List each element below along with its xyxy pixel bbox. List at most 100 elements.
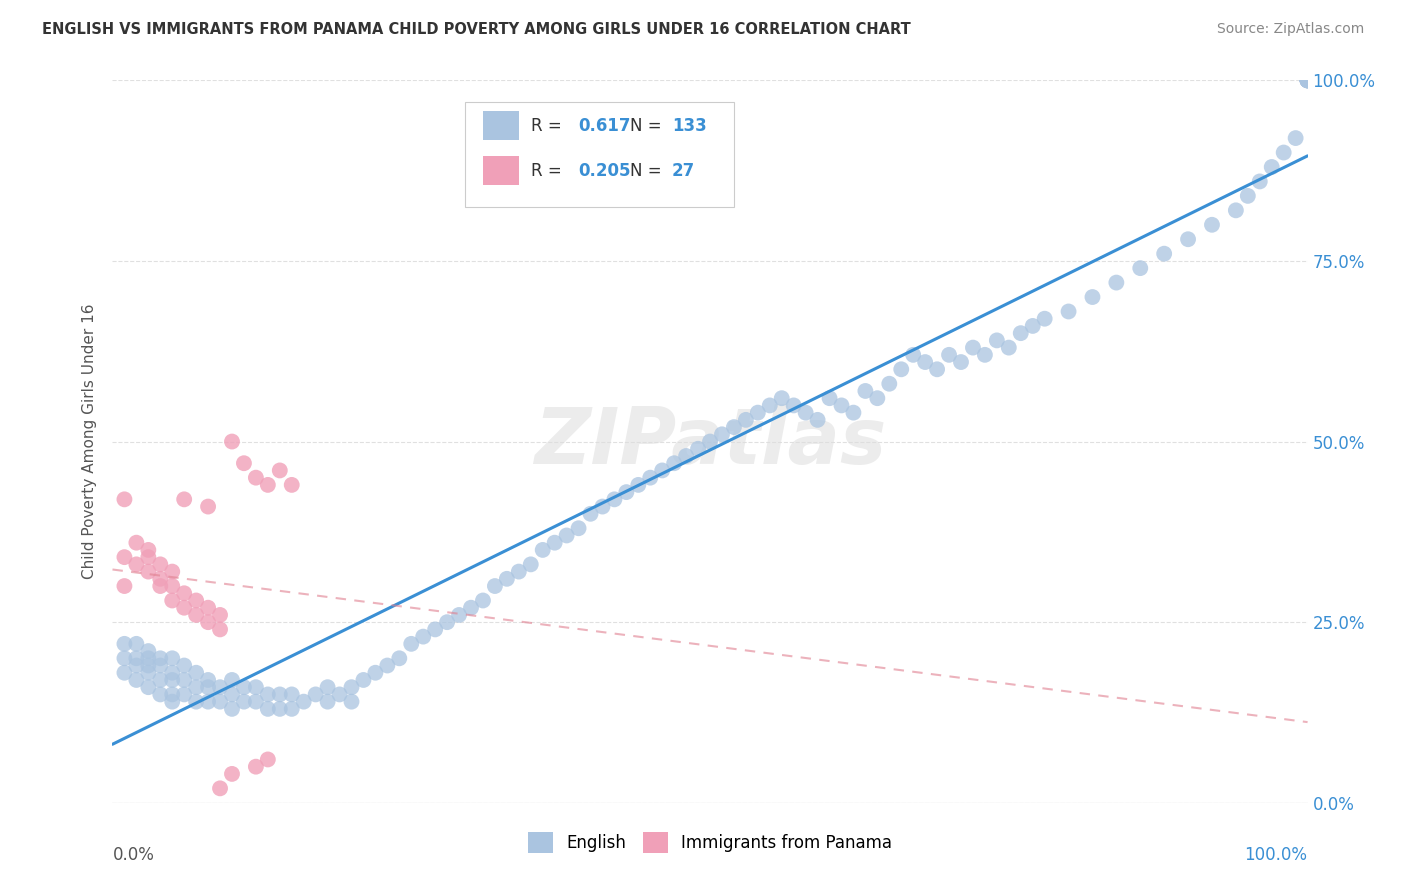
Point <box>866 391 889 405</box>
Text: 0.0%: 0.0% <box>112 847 155 864</box>
Point <box>149 572 172 586</box>
Point <box>245 695 267 709</box>
Point <box>627 478 650 492</box>
Point <box>292 695 315 709</box>
Point <box>1296 73 1319 87</box>
Point <box>938 348 960 362</box>
Point <box>138 651 160 665</box>
FancyBboxPatch shape <box>484 112 519 140</box>
Point <box>807 413 830 427</box>
Text: N =: N = <box>630 161 666 179</box>
Point <box>1177 232 1199 246</box>
Point <box>1081 290 1104 304</box>
Point <box>281 687 304 701</box>
Point <box>651 463 673 477</box>
Point <box>197 615 219 630</box>
Point <box>616 485 638 500</box>
Point <box>173 687 195 701</box>
Point <box>974 348 997 362</box>
Point <box>401 637 423 651</box>
Point <box>138 542 160 557</box>
Text: ZIPatlas: ZIPatlas <box>534 403 886 480</box>
Point <box>1296 73 1319 87</box>
Point <box>425 623 447 637</box>
Point <box>1129 261 1152 276</box>
Point <box>640 470 662 484</box>
Point <box>125 651 148 665</box>
Point <box>1296 73 1319 87</box>
Point <box>555 528 578 542</box>
Point <box>879 376 901 391</box>
Point <box>125 673 148 687</box>
Point <box>412 630 434 644</box>
Point <box>162 565 183 579</box>
Point <box>447 607 470 622</box>
Point <box>186 607 208 622</box>
Point <box>197 673 219 687</box>
Point <box>1201 218 1223 232</box>
Point <box>770 391 793 405</box>
Point <box>472 593 495 607</box>
Point <box>1237 189 1260 203</box>
Point <box>352 673 374 687</box>
Point <box>950 355 973 369</box>
Point <box>209 623 232 637</box>
Point <box>1296 73 1319 87</box>
Point <box>340 680 363 694</box>
Point <box>114 550 135 565</box>
Point <box>818 391 841 405</box>
Point <box>162 579 183 593</box>
Point <box>568 521 591 535</box>
Text: 133: 133 <box>672 117 707 135</box>
Point <box>138 550 160 565</box>
Point <box>173 673 195 687</box>
Point <box>735 413 758 427</box>
Point <box>1296 73 1319 87</box>
Point <box>138 644 160 658</box>
Point <box>914 355 936 369</box>
Point <box>603 492 626 507</box>
Point <box>114 665 135 680</box>
Point <box>543 535 565 549</box>
Legend: English, Immigrants from Panama: English, Immigrants from Panama <box>522 826 898 860</box>
Point <box>1105 276 1128 290</box>
Point <box>962 341 984 355</box>
FancyBboxPatch shape <box>484 156 519 185</box>
Text: R =: R = <box>531 161 567 179</box>
Point <box>114 492 135 507</box>
Text: Source: ZipAtlas.com: Source: ZipAtlas.com <box>1216 22 1364 37</box>
Point <box>759 398 782 412</box>
Point <box>125 658 148 673</box>
Point <box>197 500 219 514</box>
Point <box>842 406 865 420</box>
Point <box>197 680 219 694</box>
Point <box>197 600 219 615</box>
Text: 27: 27 <box>672 161 695 179</box>
Point <box>1296 73 1319 87</box>
Point <box>508 565 530 579</box>
Text: 100.0%: 100.0% <box>1244 847 1308 864</box>
Point <box>436 615 458 630</box>
Point <box>664 456 686 470</box>
Point <box>269 687 291 701</box>
Point <box>1057 304 1080 318</box>
Point <box>125 535 148 549</box>
Point <box>245 680 267 694</box>
Point <box>592 500 614 514</box>
Point <box>138 658 160 673</box>
Point <box>138 665 160 680</box>
Point <box>149 658 172 673</box>
Point <box>233 456 256 470</box>
Text: 0.205: 0.205 <box>579 161 631 179</box>
Point <box>221 767 243 781</box>
Text: R =: R = <box>531 117 567 135</box>
Point <box>316 695 339 709</box>
Text: ENGLISH VS IMMIGRANTS FROM PANAMA CHILD POVERTY AMONG GIRLS UNDER 16 CORRELATION: ENGLISH VS IMMIGRANTS FROM PANAMA CHILD … <box>42 22 911 37</box>
Point <box>245 470 267 484</box>
Point <box>233 680 256 694</box>
Point <box>1261 160 1284 174</box>
Point <box>149 579 172 593</box>
Point <box>1272 145 1295 160</box>
Point <box>186 680 208 694</box>
Point <box>209 781 232 796</box>
